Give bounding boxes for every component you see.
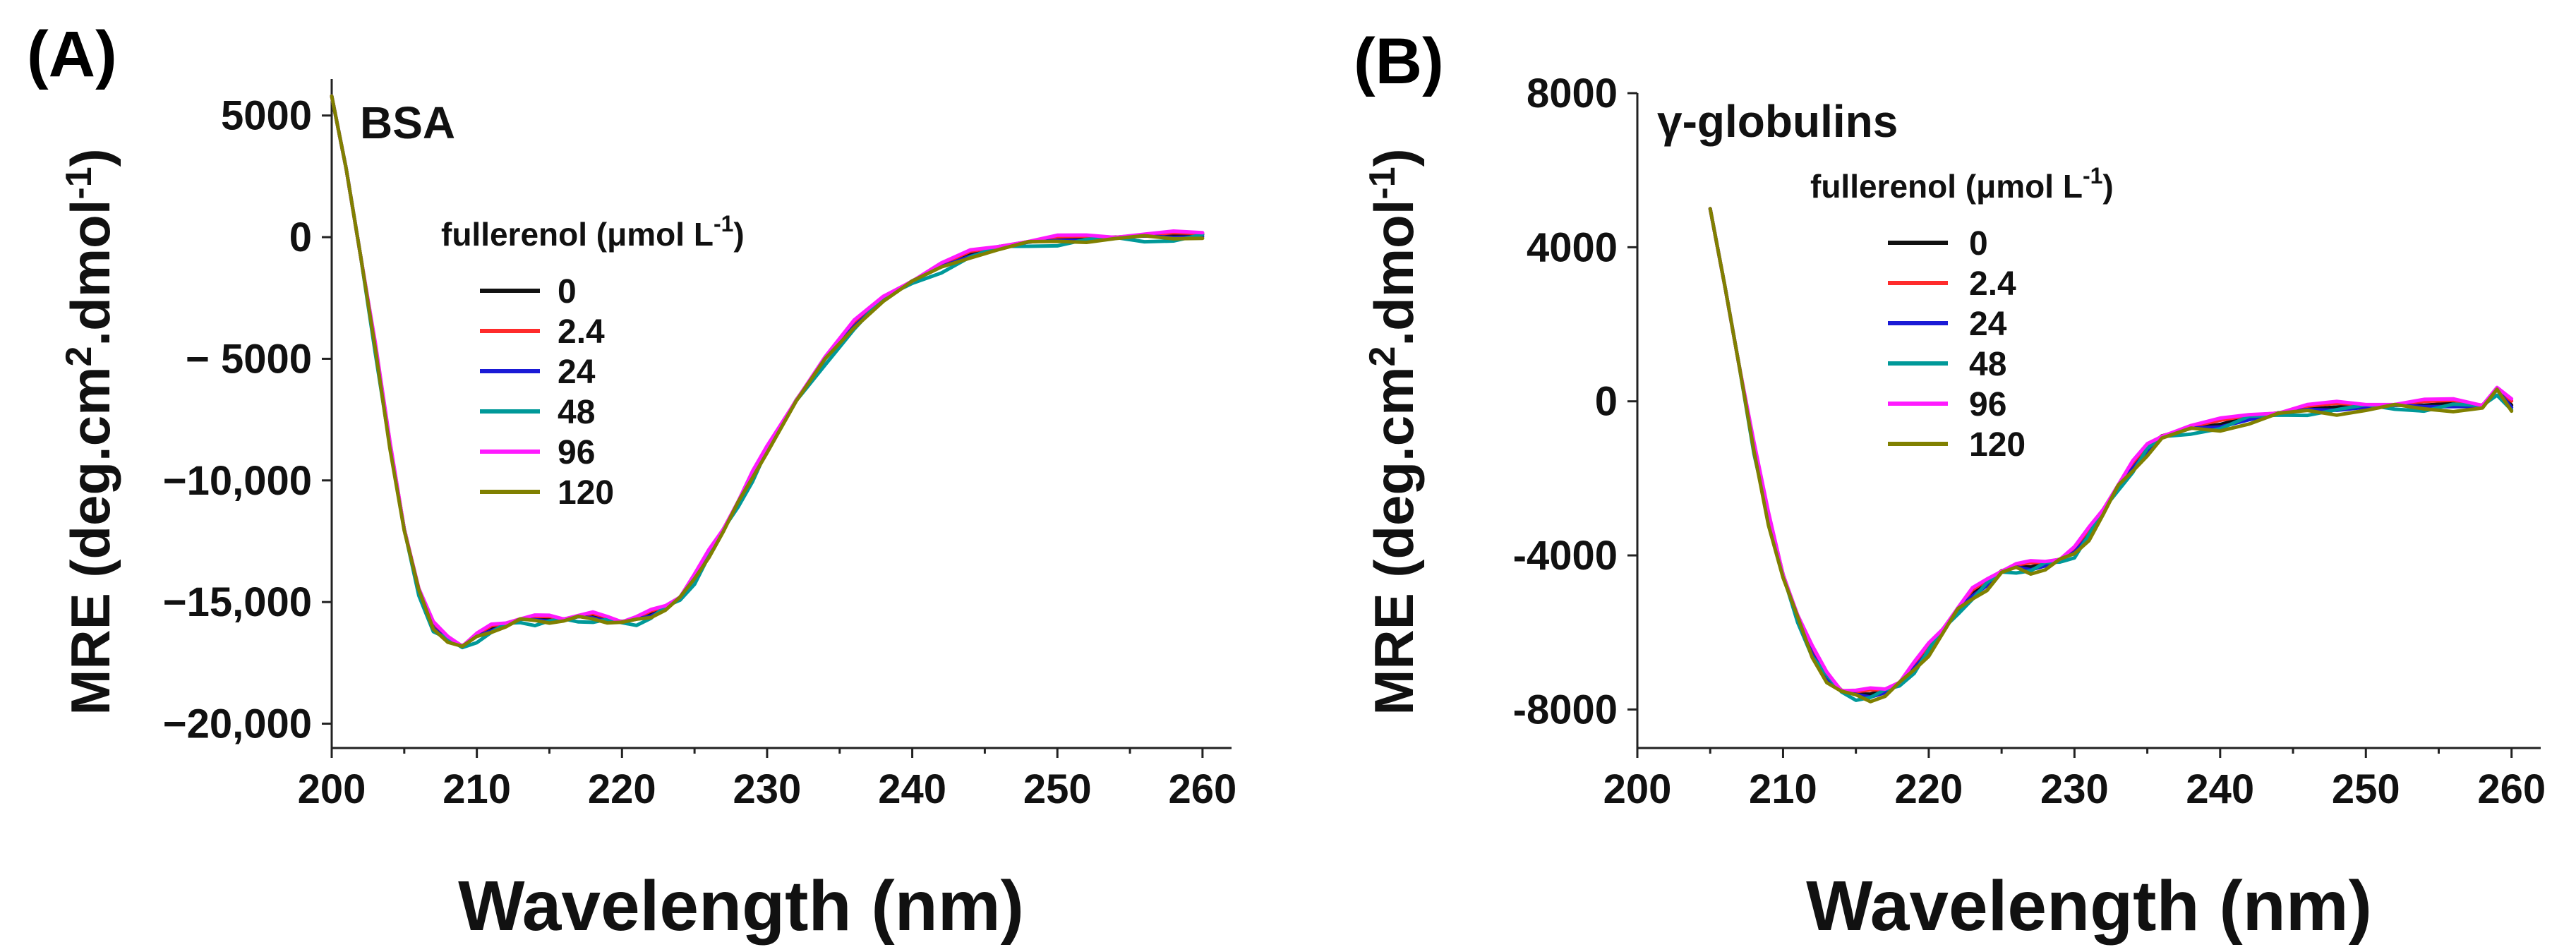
panel-b-series-0 bbox=[1708, 207, 2514, 696]
panel-b-y-axis-label: MRE (deg.cm2.dmol-1) bbox=[1362, 148, 1425, 715]
panel-a-y-tick-label: −10,000 bbox=[163, 458, 312, 504]
panel-a-legend-label: 2.4 bbox=[558, 313, 605, 351]
panel-b-x-tick-label: 210 bbox=[1749, 766, 1817, 812]
panel-a-y-tick-label: −15,000 bbox=[163, 579, 312, 625]
panel-a-series-0 bbox=[330, 94, 1205, 648]
panel-b-legend-label: 120 bbox=[1969, 426, 2026, 464]
panel-a-y-axis-title: MRE (deg.cm2.dmol-1) bbox=[59, 148, 121, 715]
panel-b-legend-label: 24 bbox=[1969, 306, 2007, 343]
panel-b-y-tick-label: 4000 bbox=[1527, 224, 1618, 270]
panel-a-series-120 bbox=[330, 94, 1205, 649]
panel-a-legend-label: 24 bbox=[558, 354, 596, 391]
panel-b-y-tick-label: -8000 bbox=[1513, 687, 1618, 732]
panel-b-x-tick-label: 200 bbox=[1603, 766, 1672, 812]
panel-a-legend-label: 96 bbox=[558, 434, 595, 471]
panel-b-x-tick-label: 230 bbox=[2040, 766, 2109, 812]
panel-b-y-tick-label: -4000 bbox=[1513, 533, 1618, 579]
panel-a-y-tick-label: − 5000 bbox=[186, 336, 312, 382]
panel-b-series-2_4 bbox=[1708, 207, 2514, 694]
panel-b-legend-label: 48 bbox=[1969, 346, 2006, 383]
panel-a-sample-label: BSA bbox=[360, 97, 455, 148]
panel-a-x-tick-label: 230 bbox=[733, 766, 802, 812]
panel-b-legend-label: 96 bbox=[1969, 386, 2006, 423]
panel-b-series-48 bbox=[1708, 207, 2514, 702]
panel-a-series-96 bbox=[330, 94, 1205, 649]
panel-a-y-tick-label: 0 bbox=[289, 215, 312, 260]
panel-b-sample-label: γ-globulins bbox=[1657, 96, 1898, 147]
panel-b-series-120 bbox=[1708, 207, 2514, 704]
panel-a-x-axis-label: Wavelength (nm) bbox=[458, 867, 1024, 946]
panel-a-series-2_4 bbox=[330, 94, 1205, 649]
panel-b-x-tick-label: 250 bbox=[2332, 766, 2400, 812]
panel-a-legend-label: 48 bbox=[558, 394, 595, 431]
panel-b-y-tick-label: 8000 bbox=[1527, 71, 1618, 116]
panel-b-series-96 bbox=[1708, 207, 2514, 693]
panel-a-x-tick-label: 210 bbox=[443, 766, 511, 812]
panel-a-series-48 bbox=[330, 94, 1205, 650]
panel-b-series-24 bbox=[1708, 207, 2514, 699]
panel-a-y-axis-label: MRE (deg.cm2.dmol-1) bbox=[59, 148, 121, 715]
panel-b-label: (B) bbox=[1354, 25, 1444, 97]
panel-b-x-tick-label: 220 bbox=[1895, 766, 1963, 812]
panel-b: (B) γ-globulins MRE (deg.cm2.dmol-1) 200… bbox=[1354, 25, 2546, 946]
panel-a-legend-label: 0 bbox=[558, 273, 577, 310]
panel-b-x-axis-label: Wavelength (nm) bbox=[1806, 867, 2372, 946]
panel-a-x-tick-label: 200 bbox=[298, 766, 366, 812]
panel-b-y-axis-title: MRE (deg.cm2.dmol-1) bbox=[1362, 148, 1425, 715]
panel-a-x-tick-label: 250 bbox=[1023, 766, 1092, 812]
panel-b-legend-label: 2.4 bbox=[1969, 265, 2016, 303]
panel-b-x-tick-label: 260 bbox=[2477, 766, 2546, 812]
panel-b-legend-title: fullerenol (μmol L-1) bbox=[1810, 163, 2114, 205]
panel-b-y-tick-label: 0 bbox=[1595, 379, 1618, 425]
panel-a-x-tick-label: 240 bbox=[878, 766, 946, 812]
panel-b-x-tick-label: 240 bbox=[2186, 766, 2254, 812]
panel-a-y-tick-label: −20,000 bbox=[163, 701, 312, 747]
panel-a-series-24 bbox=[330, 94, 1205, 649]
panel-a-x-tick-label: 260 bbox=[1168, 766, 1236, 812]
panel-b-legend-label: 0 bbox=[1969, 225, 1988, 263]
panel-a-y-tick-label: 5000 bbox=[221, 93, 312, 139]
panel-a-legend-label: 120 bbox=[558, 474, 614, 512]
panel-a: (A) BSA MRE (deg.cm2.dmol-1) 200 210 220 23… bbox=[27, 18, 1236, 946]
panel-a-legend-title: fullerenol (μmol L-1) bbox=[441, 211, 745, 253]
panel-a-x-tick-label: 220 bbox=[588, 766, 656, 812]
panel-a-label: (A) bbox=[27, 18, 117, 90]
